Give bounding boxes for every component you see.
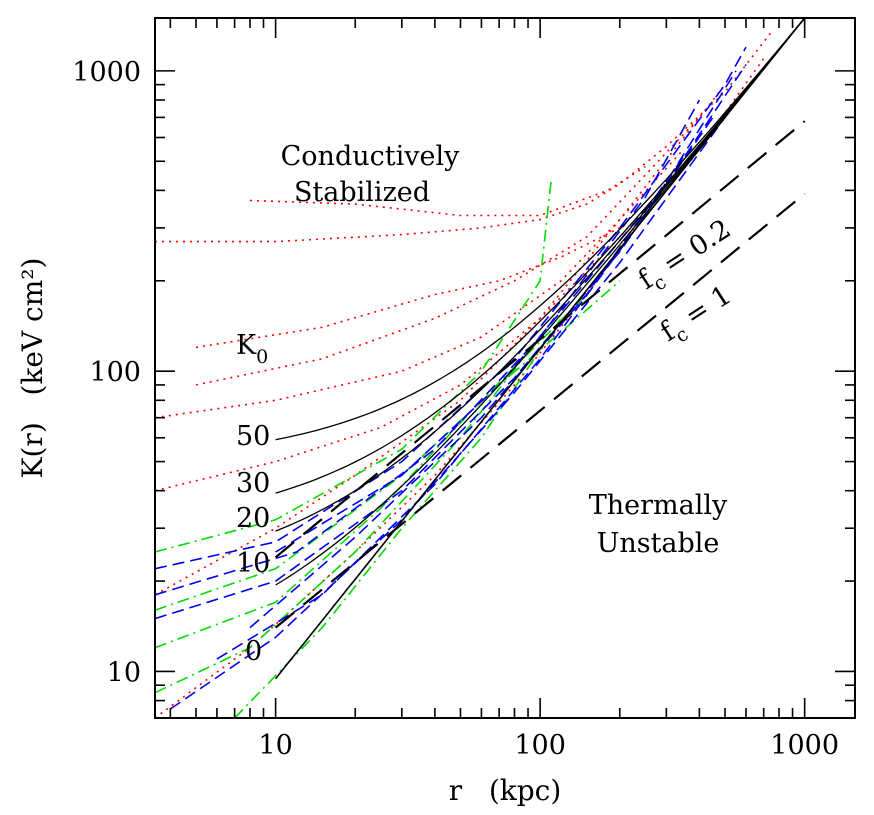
y-tick-label: 100: [89, 357, 141, 388]
profile-blue-13: [155, 46, 747, 570]
threshold-lines-layer: [274, 120, 806, 629]
model-label-20: 20: [236, 503, 270, 534]
profile-green-9: [155, 280, 621, 611]
profile-blue-18: [155, 99, 701, 596]
model-curve-k0-50: [275, 18, 806, 441]
k0-header-label: K0: [236, 330, 268, 368]
y-axis-label: K(r) (keV cm²): [16, 258, 49, 479]
x-tick-label: 10: [258, 730, 292, 761]
model-curve-k0-0: [274, 18, 806, 680]
threshold-line-0: [274, 120, 806, 559]
profile-green-8: [155, 180, 552, 553]
profile-red-7: [195, 227, 621, 349]
model-curves-layer: [274, 18, 806, 680]
profile-red-6: [155, 183, 667, 718]
threshold-label-fc-0.2-rest: = 0.2: [650, 214, 736, 285]
region-label-unstable-line1: Thermally: [589, 490, 728, 521]
y-tick-label: 1000: [72, 57, 141, 88]
model-label-30: 30: [236, 468, 270, 499]
k0-header-main: K: [236, 330, 257, 361]
x-tick-label: 100: [514, 730, 566, 761]
k0-header-sub: 0: [256, 346, 268, 368]
profile-red-5: [155, 84, 726, 596]
model-curve-k0-30: [275, 18, 806, 494]
threshold-line-1: [274, 192, 806, 629]
profile-series-layer: [155, 31, 773, 718]
profile-red-3: [155, 148, 685, 419]
model-label-0: 0: [245, 636, 262, 667]
profile-green-11: [234, 317, 562, 718]
plot-frame: [154, 17, 856, 719]
region-label-stabilized-line2: Stabilized: [294, 177, 430, 208]
profile-red-2: [195, 116, 700, 386]
model-label-10: 10: [236, 548, 270, 579]
profile-green-10: [155, 293, 588, 649]
axis-ticks: [155, 18, 855, 719]
x-axis-label: r (kpc): [449, 774, 562, 807]
model-label-50: 50: [236, 421, 270, 452]
region-label-unstable-line2: Unstable: [597, 528, 720, 559]
y-tick-label: 10: [107, 657, 141, 688]
profile-green-12: [155, 336, 541, 694]
x-tick-label: 1000: [770, 730, 839, 761]
profile-red-0: [155, 31, 773, 243]
region-label-stabilized-line1: Conductively: [281, 141, 460, 172]
